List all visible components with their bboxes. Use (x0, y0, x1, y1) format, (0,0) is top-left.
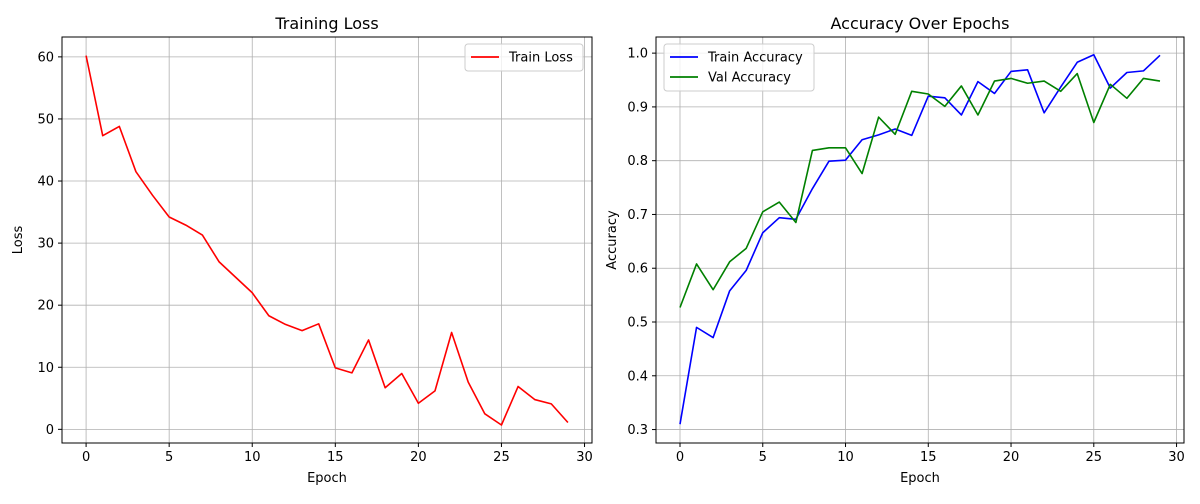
y-tick-label: 10 (37, 361, 54, 376)
x-tick-label: 0 (82, 450, 90, 465)
x-axis-label: Epoch (900, 471, 940, 486)
y-tick-label: 1.0 (627, 47, 648, 62)
x-tick-label: 0 (676, 450, 684, 465)
legend-box (663, 43, 815, 92)
y-tick-label: 0.4 (627, 369, 648, 384)
x-tick-label: 10 (244, 450, 261, 465)
legend-label: Train Accuracy (707, 51, 803, 66)
x-tick-label: 25 (1086, 450, 1103, 465)
x-tick-label: 5 (165, 450, 173, 465)
y-tick-label: 40 (37, 175, 54, 190)
chart-title: Accuracy Over Epochs (830, 14, 1009, 33)
y-tick-label: 0.9 (627, 100, 648, 115)
legend-box (464, 43, 584, 72)
series-line-train-accuracy (679, 53, 1161, 425)
chart-panel-1: 0 5 10 15 20 25 30 0 10 20 30 40 50 60 Training Loss Ep… (11, 14, 593, 486)
y-tick-label: 0.7 (627, 208, 648, 223)
y-tick-label: 0.6 (627, 262, 648, 277)
chart-title: Training Loss (274, 14, 378, 33)
y-axis-label: Accuracy (605, 210, 620, 270)
y-tick-label: 0.3 (627, 423, 648, 438)
y-tick-label: 60 (37, 50, 54, 65)
x-tick-label: 20 (410, 450, 427, 465)
x-tick-label: 20 (1003, 450, 1020, 465)
x-tick-label: 15 (920, 450, 937, 465)
y-tick-label: 50 (37, 112, 54, 127)
series-line-train-loss (85, 55, 569, 426)
y-tick-label: 0.8 (627, 154, 648, 169)
legend-label: Val Accuracy (708, 71, 791, 86)
y-tick-label: 0 (46, 423, 54, 438)
plot-frame (61, 36, 593, 444)
x-tick-label: 15 (327, 450, 344, 465)
x-tick-label: 30 (1168, 450, 1185, 465)
y-tick-label: 20 (37, 299, 54, 314)
plot-frame (655, 36, 1185, 444)
x-tick-label: 5 (759, 450, 767, 465)
x-tick-label: 10 (837, 450, 854, 465)
chart-panel-2: 0 5 10 15 20 25 30 0.3 0.4 0.5 0.6 0.7 0.8 0.9 1.0 Accu… (605, 14, 1185, 486)
y-axis-label: Loss (11, 226, 26, 255)
x-axis-label: Epoch (307, 471, 347, 486)
y-tick-label: 0.5 (627, 316, 648, 331)
x-tick-label: 25 (493, 450, 510, 465)
legend-label: Train Loss (508, 51, 573, 66)
series-line-val-accuracy (679, 72, 1161, 308)
y-tick-label: 30 (37, 237, 54, 252)
x-tick-label: 30 (576, 450, 593, 465)
